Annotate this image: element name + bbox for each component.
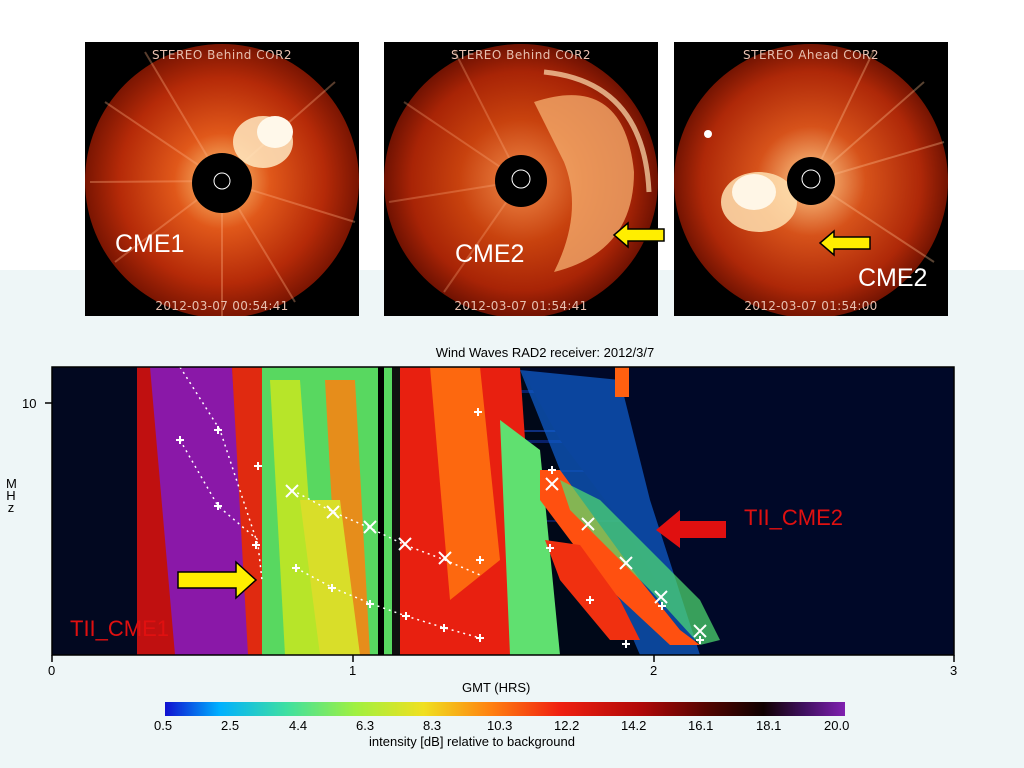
coronagraph-panel-2: STEREO Behind COR2 2012-03-07 01:54:41 C… (384, 42, 658, 316)
y-axis-label-text: MHz (6, 476, 17, 515)
panel-timestamp: 2012-03-07 00:54:41 (155, 299, 289, 313)
dynamic-spectrum-chart (45, 366, 955, 716)
cme-label: CME2 (455, 240, 525, 268)
x-axis-label: GMT (HRS) (462, 680, 531, 695)
panel-title: STEREO Behind COR2 (151, 48, 293, 62)
yellow-arrow-spectrum (177, 560, 258, 600)
y-tick-label: 10 (22, 396, 37, 411)
coronagraph-panel-1: STEREO Behind COR2 2012-03-07 00:54:41 C… (85, 42, 359, 316)
coronagraph-panel-3: STEREO Ahead COR2 2012-03-07 01:54:00 CM… (674, 42, 948, 316)
annotation-tii-cme2: TII_CME2 (744, 505, 844, 530)
colorbar-tick: 16.1 (688, 718, 714, 733)
colorbar-tick: 6.3 (356, 718, 375, 733)
x-tick-label: 1 (349, 663, 357, 678)
x-tick-label: 0 (48, 663, 56, 678)
x-tick-label: 3 (950, 663, 958, 678)
colorbar (165, 702, 845, 716)
colorbar-ticks: 0.5 2.5 4.4 6.3 8.3 10.3 12.2 14.2 16.1 … (150, 718, 870, 734)
coronagraph-image-2 (384, 44, 658, 316)
colorbar-tick: 4.4 (289, 718, 308, 733)
colorbar-tick: 0.5 (154, 718, 173, 733)
panel-title: STEREO Behind COR2 (450, 48, 592, 62)
panel-timestamp: 2012-03-07 01:54:41 (454, 299, 588, 313)
panel-title: STEREO Ahead COR2 (743, 48, 879, 62)
colorbar-tick: 8.3 (423, 718, 442, 733)
colorbar-tick: 20.0 (824, 718, 850, 733)
colorbar-tick: 18.1 (756, 718, 782, 733)
spectrogram-title: Wind Waves RAD2 receiver: 2012/3/7 (435, 345, 655, 360)
colorbar-tick: 10.3 (487, 718, 513, 733)
x-tick-label: 2 (650, 663, 658, 678)
colorbar-tick: 14.2 (621, 718, 647, 733)
annotation-tii-cme1: TII_CME1 (70, 616, 170, 641)
coronagraph-image-1 (85, 44, 359, 316)
colorbar-tick: 2.5 (221, 718, 240, 733)
colorbar-label: intensity [dB] relative to background (369, 734, 575, 749)
colorbar-tick: 12.2 (554, 718, 580, 733)
cme-label: CME2 (858, 264, 928, 292)
type-ii-markers (176, 408, 707, 648)
panel-timestamp: 2012-03-07 01:54:00 (744, 299, 878, 313)
red-arrow-tii-cme2 (656, 510, 726, 548)
yellow-arrow-panel3 (818, 229, 871, 257)
coronagraph-image-3 (674, 44, 948, 316)
y-axis-label: MHz (6, 476, 18, 515)
yellow-arrow-panel2 (612, 221, 665, 249)
cme-label: CME1 (115, 230, 185, 258)
